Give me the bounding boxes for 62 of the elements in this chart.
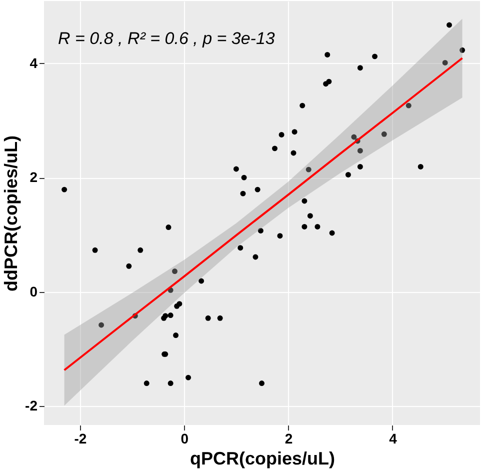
- point: [314, 224, 320, 230]
- point: [144, 380, 150, 386]
- point: [272, 146, 278, 152]
- point: [186, 374, 192, 380]
- point: [176, 301, 182, 307]
- point: [277, 233, 283, 239]
- point: [306, 166, 312, 172]
- point: [278, 132, 284, 138]
- point: [357, 65, 363, 71]
- point: [62, 186, 68, 192]
- point: [351, 134, 357, 140]
- x-tick-label: 0: [180, 430, 189, 446]
- y-tick-label: 0: [30, 283, 38, 300]
- x-axis-title: qPCR(copies/uL): [190, 448, 336, 468]
- annotation: R = 0.8 , R² = 0.6 , p = 3e-13: [58, 29, 276, 48]
- point: [372, 54, 378, 60]
- point: [166, 224, 172, 230]
- point: [300, 102, 306, 108]
- point: [357, 164, 363, 170]
- y-axis-title: ddPCR(copies/uL): [1, 135, 22, 292]
- point: [292, 129, 298, 135]
- x-tick-label: 2: [284, 430, 293, 446]
- point: [258, 228, 264, 234]
- point: [205, 315, 211, 321]
- point: [98, 322, 104, 328]
- y-tick-label: -2: [25, 398, 38, 414]
- point: [238, 245, 244, 251]
- point: [92, 247, 98, 253]
- point: [240, 190, 246, 196]
- point: [173, 332, 179, 338]
- point: [198, 278, 204, 284]
- point: [254, 186, 260, 192]
- point: [168, 380, 174, 386]
- point: [381, 131, 387, 137]
- point: [460, 47, 466, 53]
- point: [241, 174, 247, 180]
- point: [259, 380, 264, 386]
- point: [324, 52, 330, 58]
- point: [168, 312, 174, 318]
- point: [138, 247, 144, 253]
- point: [302, 224, 308, 230]
- point: [252, 254, 258, 260]
- point: [326, 78, 332, 84]
- point: [290, 150, 296, 156]
- point: [446, 22, 452, 28]
- point: [406, 102, 412, 108]
- point: [233, 166, 239, 172]
- line-series: [63, 57, 464, 372]
- point: [357, 148, 363, 154]
- x-tick-label: -2: [74, 430, 87, 446]
- y-tick-label: 2: [30, 169, 38, 186]
- point: [302, 198, 308, 204]
- point: [172, 268, 178, 274]
- y-tick-label: 4: [30, 54, 38, 71]
- point: [329, 230, 335, 236]
- point: [345, 172, 351, 178]
- point: [418, 164, 424, 170]
- point: [307, 213, 313, 219]
- point: [217, 315, 223, 321]
- point: [126, 263, 132, 269]
- x-tick-label: 4: [389, 430, 398, 446]
- point: [442, 60, 448, 66]
